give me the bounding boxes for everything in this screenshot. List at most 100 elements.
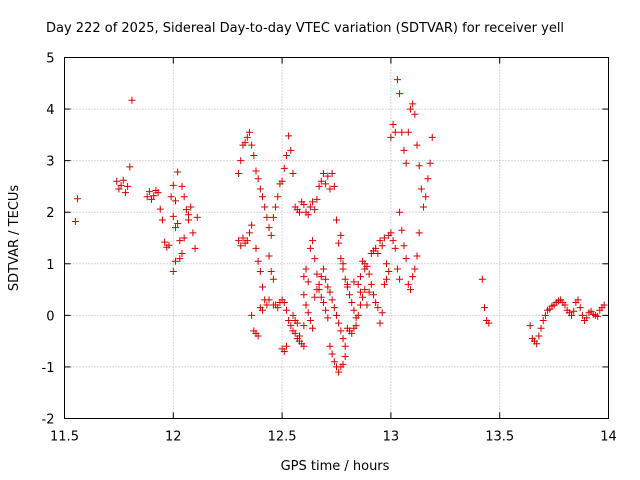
data-point (400, 146, 408, 154)
data-point (356, 288, 364, 296)
data-point (404, 280, 412, 288)
data-point (274, 304, 282, 312)
data-point (300, 273, 308, 281)
data-point (265, 252, 273, 260)
data-point (293, 319, 301, 327)
data-point (267, 268, 275, 276)
data-point (317, 177, 325, 185)
data-point (337, 231, 345, 239)
data-point (182, 206, 190, 214)
data-point (121, 189, 129, 197)
data-point (165, 241, 173, 249)
data-point (171, 197, 179, 205)
data-point (174, 220, 182, 228)
data-point (328, 296, 336, 304)
data-point (269, 275, 277, 283)
data-point (128, 96, 136, 104)
data-point (378, 242, 386, 250)
data-point (478, 275, 486, 283)
data-point (309, 324, 317, 332)
data-point (309, 237, 317, 245)
data-point (576, 304, 584, 312)
data-point (254, 175, 262, 183)
data-point (158, 216, 166, 224)
data-point (169, 212, 177, 220)
data-point (263, 301, 271, 309)
data-point (415, 229, 423, 237)
data-point (280, 164, 288, 172)
data-point (287, 322, 295, 330)
data-point (319, 298, 327, 306)
data-point (339, 260, 347, 268)
data-point (282, 342, 290, 350)
data-point (383, 260, 391, 268)
chart-title: Day 222 of 2025, Sidereal Day-to-day VTE… (46, 21, 564, 36)
x-tick-label: 11.5 (50, 430, 79, 445)
data-point (300, 342, 308, 350)
data-point (594, 312, 602, 320)
data-point (113, 177, 121, 185)
data-point (171, 257, 179, 265)
data-point (402, 159, 410, 167)
data-point (319, 170, 327, 178)
data-point (485, 319, 493, 327)
data-point (383, 275, 391, 283)
data-point (333, 311, 340, 319)
data-point (330, 182, 338, 190)
data-point (389, 121, 397, 129)
y-tick-label: 2 (46, 206, 54, 221)
data-point (237, 157, 245, 165)
data-point (161, 238, 169, 246)
y-tick-label: 0 (46, 309, 54, 324)
data-point (280, 347, 288, 355)
data-point (398, 128, 406, 136)
data-point (424, 175, 432, 183)
data-point (315, 182, 323, 190)
data-point (387, 229, 395, 237)
data-point (317, 293, 325, 301)
data-point (328, 170, 336, 178)
data-point (300, 291, 308, 299)
data-point (328, 350, 336, 358)
data-point (409, 100, 417, 108)
data-point (404, 128, 412, 136)
data-point (330, 358, 338, 366)
data-point (363, 301, 371, 309)
data-point (267, 231, 275, 239)
data-point (322, 180, 330, 188)
data-point (387, 133, 395, 141)
data-point (341, 275, 349, 283)
data-point (372, 244, 380, 252)
data-point (304, 309, 312, 317)
data-point (167, 193, 175, 201)
data-point (372, 298, 380, 306)
data-point (406, 105, 414, 113)
data-point (252, 167, 260, 175)
data-point (174, 168, 182, 176)
data-point (243, 237, 251, 245)
data-point (333, 216, 340, 224)
data-point (311, 206, 319, 214)
data-point (126, 163, 134, 171)
plot-frame (64, 57, 609, 419)
data-point (265, 224, 273, 232)
data-point (374, 304, 382, 312)
grid (64, 57, 609, 419)
data-point (574, 296, 582, 304)
data-point (400, 242, 408, 250)
data-point (361, 286, 369, 294)
data-point (309, 198, 317, 206)
data-point (339, 335, 347, 343)
data-point (311, 293, 319, 301)
data-point (148, 195, 156, 203)
data-point (376, 319, 384, 327)
x-tick-label: 14 (600, 430, 617, 445)
data-point (352, 322, 360, 330)
data-point (254, 257, 262, 265)
data-point (568, 311, 576, 319)
data-point (324, 283, 332, 291)
data-point (337, 327, 345, 335)
data-point (391, 244, 399, 252)
data-point (235, 170, 243, 178)
